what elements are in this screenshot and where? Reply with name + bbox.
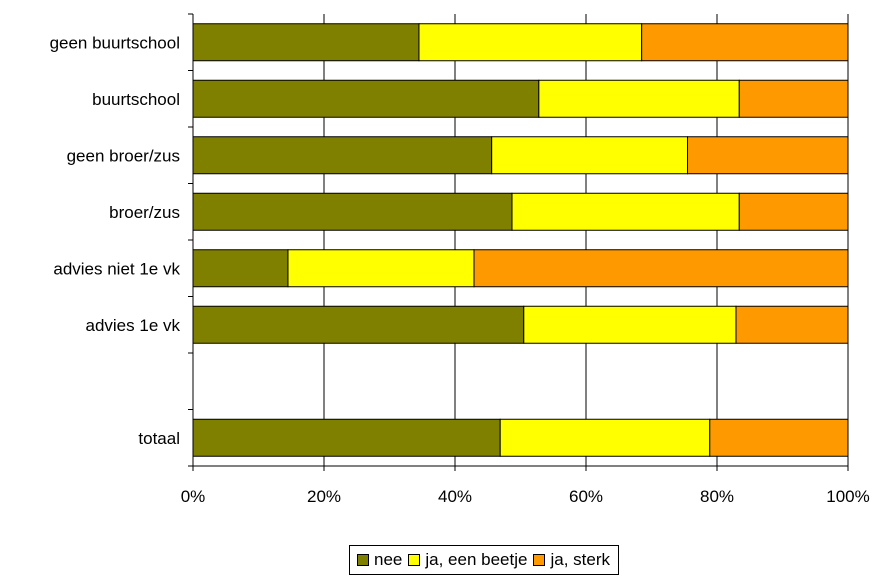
bar-segment bbox=[709, 418, 849, 457]
category-label: advies niet 1e vk bbox=[53, 259, 180, 278]
bar-segment bbox=[192, 79, 540, 118]
x-tick-label: 20% bbox=[307, 487, 341, 506]
category-label: geen broer/zus bbox=[67, 146, 180, 165]
category-label: totaal bbox=[138, 429, 180, 448]
category-label: broer/zus bbox=[109, 203, 180, 222]
bar-segment bbox=[192, 136, 493, 175]
legend-item: ja, sterk bbox=[533, 550, 610, 570]
category-label: advies 1e vk bbox=[86, 316, 181, 335]
bar-segment bbox=[735, 305, 849, 344]
x-tick-label: 80% bbox=[700, 487, 734, 506]
category-label: geen buurtschool bbox=[50, 33, 180, 52]
x-tick-label: 60% bbox=[569, 487, 603, 506]
legend-label: ja, sterk bbox=[550, 550, 610, 569]
axes bbox=[188, 13, 849, 471]
legend-swatch bbox=[533, 554, 546, 566]
legend-label: ja, een beetje bbox=[425, 550, 528, 569]
category-label: buurtschool bbox=[92, 90, 180, 109]
category-labels: geen buurtschool buurtschool geen broer/zu… bbox=[50, 33, 181, 448]
bar-segment bbox=[499, 418, 711, 457]
legend: nee ja, een beetje ja, sterk bbox=[349, 545, 619, 575]
bar-segment bbox=[192, 192, 513, 231]
x-tick-label: 0% bbox=[181, 487, 206, 506]
legend-label: nee bbox=[374, 550, 403, 569]
x-tick-labels: 0% 20% 40% 60% 80% 100% bbox=[181, 487, 870, 506]
stacked-bar-chart: 0% 20% 40% 60% 80% 100% geen buurtschool buurt… bbox=[50, 13, 870, 506]
bars bbox=[192, 23, 849, 457]
bar-segment bbox=[473, 249, 849, 288]
legend-item: nee bbox=[357, 550, 402, 570]
x-tick-label: 40% bbox=[438, 487, 472, 506]
legend-swatch bbox=[357, 554, 369, 566]
bar-segment bbox=[192, 305, 525, 344]
legend-swatch bbox=[408, 554, 421, 566]
bar-segment bbox=[491, 136, 689, 175]
bar-segment bbox=[418, 23, 643, 62]
bar-segment bbox=[511, 192, 740, 231]
bar-segment bbox=[538, 79, 740, 118]
legend-item: ja, een beetje bbox=[408, 550, 527, 570]
bar-segment bbox=[523, 305, 737, 344]
x-tick-label: 100% bbox=[826, 487, 869, 506]
bar-segment bbox=[641, 23, 849, 62]
bar-segment bbox=[192, 23, 420, 62]
bar-segment bbox=[738, 192, 849, 231]
bar-segment bbox=[287, 249, 475, 288]
bar-segment bbox=[192, 249, 289, 288]
bar-segment bbox=[192, 418, 501, 457]
bar-segment bbox=[738, 79, 849, 118]
bar-segment bbox=[687, 136, 849, 175]
